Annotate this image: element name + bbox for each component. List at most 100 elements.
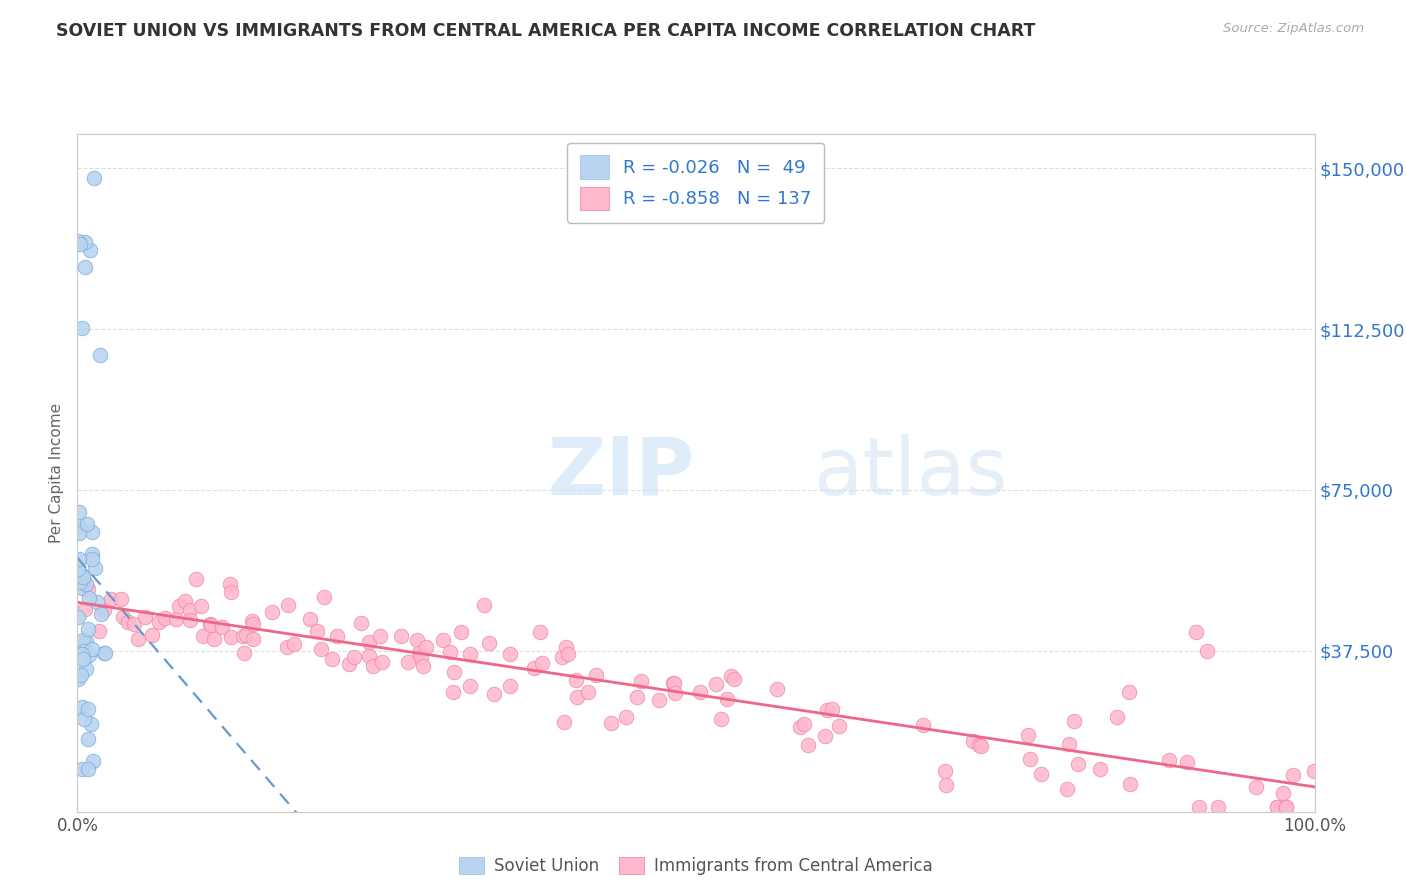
- Legend: Soviet Union, Immigrants from Central America: Soviet Union, Immigrants from Central Am…: [453, 850, 939, 881]
- Point: [179, 613, 201, 627]
- Point: [567, 690, 589, 704]
- Point: [970, 739, 993, 753]
- Point: [309, 642, 332, 657]
- Point: [664, 686, 686, 700]
- Point: [1057, 737, 1080, 751]
- Point: [1267, 800, 1289, 814]
- Point: [72, 321, 94, 335]
- Point: [72, 570, 94, 584]
- Point: [664, 676, 686, 690]
- Point: [1063, 714, 1085, 728]
- Point: [1188, 800, 1211, 814]
- Point: [70, 581, 93, 595]
- Point: [111, 609, 134, 624]
- Point: [565, 673, 588, 688]
- Point: [94, 646, 117, 660]
- Point: [277, 598, 299, 612]
- Point: [357, 649, 380, 664]
- Point: [1107, 710, 1129, 724]
- Point: [967, 738, 990, 752]
- Point: [585, 668, 607, 682]
- Point: [662, 676, 685, 690]
- Point: [531, 656, 554, 670]
- Point: [368, 629, 391, 643]
- Point: [93, 646, 115, 660]
- Point: [911, 717, 934, 731]
- Point: [406, 632, 429, 647]
- Point: [626, 690, 648, 704]
- Point: [576, 685, 599, 699]
- Point: [557, 647, 579, 661]
- Point: [67, 505, 90, 519]
- Point: [82, 642, 104, 657]
- Point: [202, 632, 225, 646]
- Point: [815, 703, 838, 717]
- Point: [441, 684, 464, 698]
- Point: [66, 235, 89, 249]
- Point: [75, 601, 97, 615]
- Point: [1272, 786, 1295, 800]
- Point: [75, 235, 97, 249]
- Text: ZIP: ZIP: [547, 434, 695, 512]
- Point: [75, 662, 97, 676]
- Point: [70, 762, 93, 776]
- Point: [1056, 781, 1078, 796]
- Point: [83, 170, 105, 185]
- Point: [242, 632, 264, 647]
- Point: [411, 659, 433, 673]
- Point: [357, 635, 380, 649]
- Point: [76, 516, 98, 531]
- Point: [233, 646, 256, 660]
- Point: [148, 615, 170, 630]
- Text: Source: ZipAtlas.com: Source: ZipAtlas.com: [1223, 22, 1364, 36]
- Point: [70, 648, 93, 662]
- Point: [70, 568, 93, 582]
- Point: [1265, 800, 1288, 814]
- Point: [141, 628, 163, 642]
- Point: [789, 720, 811, 734]
- Point: [191, 629, 214, 643]
- Point: [415, 640, 437, 655]
- Point: [828, 719, 851, 733]
- Point: [1274, 800, 1296, 814]
- Point: [396, 655, 419, 669]
- Point: [710, 712, 733, 726]
- Point: [765, 682, 787, 697]
- Point: [89, 348, 111, 362]
- Point: [704, 677, 727, 691]
- Point: [70, 668, 93, 682]
- Point: [219, 630, 242, 644]
- Point: [82, 754, 104, 768]
- Point: [792, 717, 814, 731]
- Point: [814, 729, 837, 743]
- Point: [89, 624, 111, 639]
- Point: [1067, 756, 1090, 771]
- Text: SOVIET UNION VS IMMIGRANTS FROM CENTRAL AMERICA PER CAPITA INCOME CORRELATION CH: SOVIET UNION VS IMMIGRANTS FROM CENTRAL …: [56, 22, 1036, 40]
- Point: [200, 618, 222, 632]
- Point: [80, 547, 103, 561]
- Point: [797, 739, 820, 753]
- Point: [69, 236, 91, 251]
- Point: [1282, 768, 1305, 782]
- Point: [551, 649, 574, 664]
- Point: [1206, 800, 1229, 814]
- Point: [689, 685, 711, 699]
- Point: [90, 607, 112, 621]
- Point: [723, 672, 745, 686]
- Point: [77, 622, 100, 636]
- Point: [439, 645, 461, 659]
- Point: [312, 590, 335, 604]
- Point: [83, 561, 105, 575]
- Point: [962, 734, 984, 748]
- Point: [73, 644, 96, 658]
- Point: [321, 652, 343, 666]
- Point: [1018, 752, 1040, 766]
- Point: [73, 260, 96, 274]
- Point: [66, 610, 89, 624]
- Point: [648, 693, 671, 707]
- Point: [77, 731, 100, 746]
- Point: [523, 661, 546, 675]
- Point: [75, 633, 97, 648]
- Point: [720, 669, 742, 683]
- Point: [1195, 644, 1218, 658]
